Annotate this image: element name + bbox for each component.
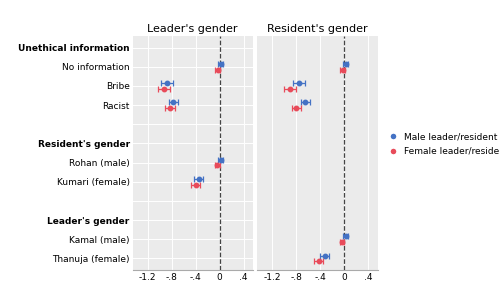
Title: Resident's gender: Resident's gender xyxy=(267,24,368,34)
Legend: Male leader/resident, Female leader/resident: Male leader/resident, Female leader/resi… xyxy=(384,132,500,156)
Title: Leader's gender: Leader's gender xyxy=(148,24,238,34)
